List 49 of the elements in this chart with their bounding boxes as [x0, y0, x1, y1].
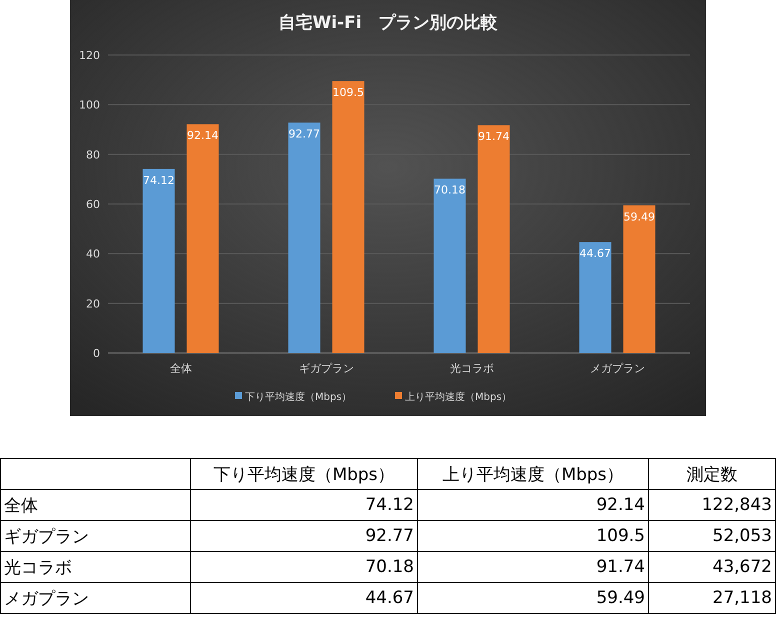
y-tick-label: 0 — [93, 347, 100, 360]
data-label: 122,843 — [648, 490, 776, 520]
data-label: 91.74 — [478, 130, 510, 144]
y-tick-label: 60 — [86, 198, 100, 211]
y-tick-label: 120 — [79, 49, 100, 62]
x-tick-label: 全体 — [170, 362, 192, 375]
bar — [623, 205, 656, 353]
text: 測定数 — [648, 458, 776, 490]
chart-title: 自宅Wi-Fi プラン別の比較 — [278, 13, 499, 33]
category-label: ギガプラン — [0, 520, 190, 552]
data-label: 109.5 — [332, 86, 364, 100]
data-label: 92.14 — [418, 490, 648, 520]
y-tick-label: 40 — [86, 248, 100, 261]
data-label: 92.14 — [187, 129, 218, 142]
data-label: 70.18 — [190, 552, 418, 582]
bar — [332, 81, 364, 353]
category-label: メガプラン — [0, 582, 190, 614]
bar — [288, 122, 320, 353]
legend-label: 下り平均速度（Mbps） — [245, 391, 352, 403]
data-label: 109.5 — [418, 520, 648, 552]
x-tick-label: 光コラボ — [450, 362, 494, 375]
y-tick-label: 20 — [86, 297, 100, 310]
bar — [186, 124, 219, 353]
text: 下り平均速度（Mbps） — [190, 458, 418, 490]
data-label: 92.77 — [190, 520, 418, 552]
legend-label: 上り平均速度（Mbps） — [405, 391, 512, 403]
data-label: 92.77 — [288, 128, 320, 141]
category-label: 全体 — [0, 490, 190, 520]
bar — [579, 242, 612, 353]
x-tick-label: ギガプラン — [298, 362, 354, 375]
data-label: 59.49 — [624, 210, 655, 224]
bar — [434, 178, 466, 353]
data-label: 70.18 — [434, 184, 466, 197]
data-label: 74.12 — [190, 490, 418, 520]
bar — [478, 125, 510, 353]
category-label: 光コラボ — [0, 552, 190, 582]
data-label: 59.49 — [418, 582, 648, 614]
data-label: 44.67 — [580, 247, 611, 260]
x-tick-label: メガプラン — [590, 362, 645, 375]
data-label: 27,118 — [648, 582, 776, 614]
data-label: 74.12 — [143, 174, 174, 187]
text: 上り平均速度（Mbps） — [418, 458, 648, 490]
data-label: 43,672 — [648, 552, 776, 582]
data-label: 91.74 — [418, 552, 648, 582]
data-label: 52,053 — [648, 520, 776, 552]
bar — [142, 168, 175, 353]
y-tick-label: 100 — [79, 98, 100, 112]
y-tick-label: 80 — [86, 148, 100, 162]
data-label: 44.67 — [190, 582, 418, 614]
